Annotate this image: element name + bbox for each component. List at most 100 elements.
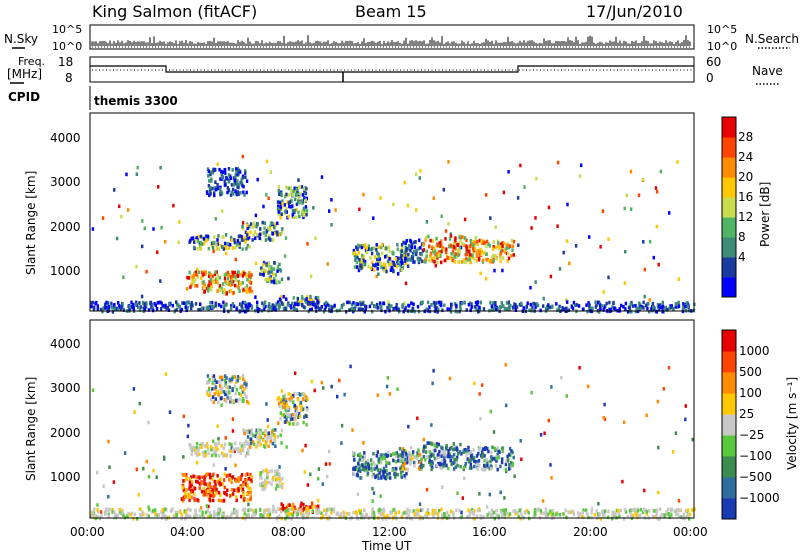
echo-cell <box>648 509 651 513</box>
echo-cell <box>271 238 275 242</box>
echo-cell <box>154 303 157 308</box>
echo-cell <box>209 485 212 489</box>
echo-cell <box>218 187 222 191</box>
scatter-cell <box>425 487 429 492</box>
echo-cell <box>330 511 333 515</box>
scatter-cell <box>328 449 331 454</box>
scatter-cell <box>668 211 671 215</box>
cpid-program: themis 3300 <box>94 94 178 108</box>
echo-cell <box>507 458 510 462</box>
scatter-cell <box>504 363 507 367</box>
scatter-cell <box>580 163 583 168</box>
scatter-cell <box>386 376 389 380</box>
echo-cell <box>365 246 369 250</box>
echo-cell <box>444 237 447 241</box>
echo-cell <box>653 509 656 513</box>
echo-cell <box>230 238 233 243</box>
echo-cell <box>270 270 273 274</box>
echo-cell <box>499 510 503 514</box>
echo-cell <box>472 243 475 248</box>
echo-cell <box>292 422 295 426</box>
echo-cell <box>499 255 502 259</box>
echo-cell <box>202 272 205 277</box>
colorbar-tick-label: 100 <box>739 386 762 400</box>
echo-cell <box>207 289 210 293</box>
echo-cell <box>248 274 251 279</box>
echo-cell <box>255 224 258 229</box>
echo-cell <box>293 186 296 191</box>
echo-cell <box>278 297 282 302</box>
echo-cell <box>233 270 237 275</box>
scatter-cell <box>623 206 626 211</box>
echo-cell <box>244 482 248 486</box>
echo-cell <box>160 510 163 514</box>
scatter-cell <box>99 510 103 514</box>
scatter-cell <box>448 376 452 381</box>
echo-cell <box>291 417 294 421</box>
echo-cell <box>212 494 215 498</box>
echo-cell <box>196 275 199 279</box>
echo-cell <box>263 433 267 438</box>
scatter-cell <box>416 416 419 421</box>
colorbar-swatch <box>722 372 736 394</box>
echo-cell <box>461 242 464 246</box>
scatter-cell <box>147 475 151 479</box>
echo-cell <box>214 187 218 192</box>
echo-cell <box>212 400 215 404</box>
echo-cell <box>418 258 421 263</box>
echo-cell <box>438 509 441 513</box>
echo-cell <box>222 300 225 305</box>
echo-cell <box>357 453 360 457</box>
echo-cell <box>595 509 598 513</box>
echo-cell <box>425 455 428 459</box>
echo-cell <box>658 516 662 521</box>
echo-cell <box>189 508 192 513</box>
echo-cell <box>501 244 504 249</box>
echo-cell <box>491 445 494 450</box>
echo-cell <box>223 241 227 246</box>
echo-cell <box>596 300 600 305</box>
echo-cell <box>231 511 234 515</box>
echo-cell <box>189 475 193 479</box>
echo-cell <box>427 234 430 239</box>
echo-cell <box>501 241 504 245</box>
echo-cell <box>226 270 230 275</box>
echo-cell <box>487 242 490 247</box>
echo-cell <box>165 306 168 311</box>
echo-cell <box>228 473 232 477</box>
echo-cell <box>225 376 228 380</box>
scatter-cell <box>304 443 307 448</box>
echo-cell <box>215 246 219 251</box>
echo-cell <box>512 239 516 244</box>
echo-cell <box>249 497 252 502</box>
echo-cell <box>417 508 420 513</box>
echo-cell <box>636 509 640 513</box>
echo-cell <box>401 261 404 265</box>
echo-cell <box>249 437 253 441</box>
echo-cell <box>470 255 474 260</box>
echo-cell <box>242 287 245 292</box>
echo-cell <box>289 417 293 422</box>
echo-cell <box>248 271 251 275</box>
scatter-cell <box>630 207 633 211</box>
echo-cell <box>236 285 240 289</box>
echo-cell <box>247 452 250 456</box>
echo-cell <box>452 242 456 246</box>
echo-cell <box>242 190 245 195</box>
echo-cell <box>251 514 254 518</box>
echo-cell <box>157 513 161 517</box>
echo-cell <box>482 241 485 246</box>
echo-cell <box>401 454 404 459</box>
echo-cell <box>405 247 408 251</box>
echo-cell <box>294 197 297 202</box>
echo-cell <box>473 509 476 513</box>
echo-cell <box>259 508 262 512</box>
echo-cell <box>244 516 247 521</box>
echo-cell <box>570 305 574 309</box>
echo-cell <box>599 517 603 521</box>
echo-cell <box>292 189 295 193</box>
scatter-cell <box>637 193 641 197</box>
echo-cell <box>237 270 240 275</box>
echo-cell <box>354 258 357 262</box>
echo-cell <box>182 497 185 501</box>
